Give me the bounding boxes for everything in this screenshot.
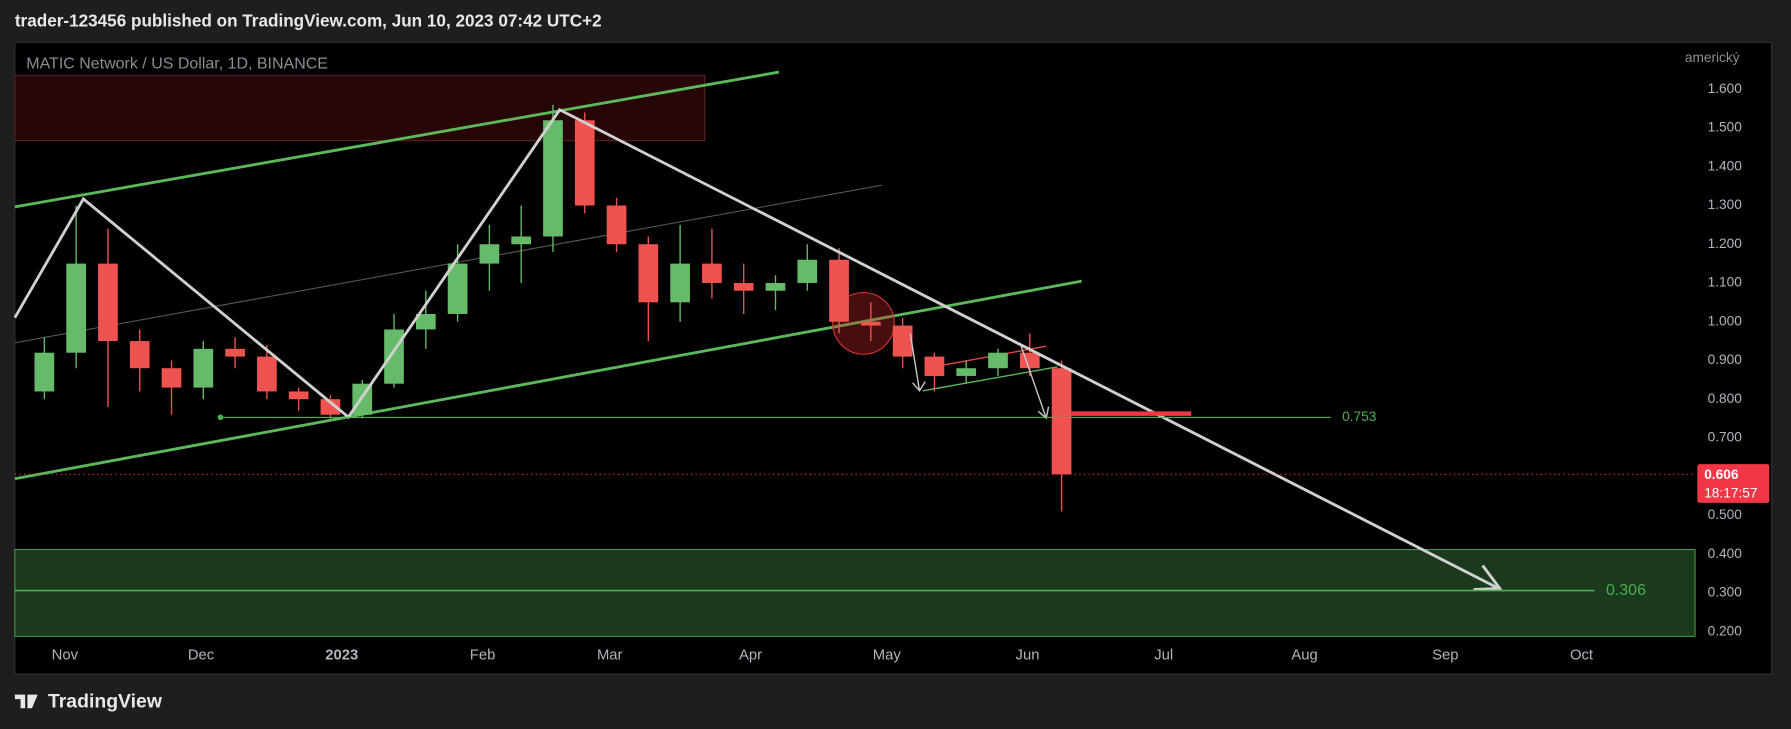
y-tick-label: 0.200: [1708, 623, 1743, 638]
level-label: 0.306: [1606, 582, 1646, 599]
level-label: 0.753: [1342, 409, 1377, 424]
candle-body: [702, 263, 722, 283]
y-tick-label: 0.400: [1708, 546, 1743, 561]
x-tick-label: Dec: [188, 648, 215, 664]
candle-body: [288, 391, 309, 400]
candles: [34, 104, 1072, 512]
y-tick-label: 0.500: [1708, 507, 1743, 522]
candle-body: [860, 321, 881, 326]
candle-body: [98, 263, 118, 342]
candle-body: [34, 352, 55, 392]
arrow-head: [1473, 564, 1503, 591]
candle-body: [1019, 352, 1040, 369]
y-tick-label: 1.000: [1708, 313, 1743, 328]
candle-body: [479, 244, 500, 264]
x-tick-label: Nov: [52, 648, 79, 664]
candle-body: [797, 259, 818, 283]
candle-body: [193, 348, 214, 388]
candle-body: [225, 348, 245, 357]
header-text: trader-123456 published on TradingView.c…: [15, 10, 602, 30]
x-tick-label: Apr: [739, 648, 762, 664]
candle-body: [765, 282, 786, 291]
y-tick-label: 1.500: [1708, 120, 1743, 135]
y-tick-label: 1.200: [1708, 236, 1743, 251]
candle-body: [447, 263, 468, 314]
last-price-box: [1697, 464, 1770, 503]
candle-body: [670, 263, 690, 303]
candle-body: [606, 205, 627, 245]
level-anchor: [217, 414, 224, 421]
candle-body: [988, 352, 1008, 369]
flag-bottom: [922, 366, 1058, 392]
lower-channel-line: [14, 279, 1082, 481]
x-tick-label: Mar: [597, 648, 623, 664]
candle-body: [415, 313, 436, 330]
candle-body: [320, 399, 341, 415]
countdown: 18:17:57: [1704, 485, 1757, 500]
x-tick-label: May: [873, 648, 902, 664]
y-tick-label: 0.300: [1708, 585, 1743, 600]
candle-body: [161, 368, 182, 388]
symbol-title: MATIC Network / US Dollar, 1D, BINANCE: [26, 55, 328, 72]
arrow: [909, 333, 926, 392]
x-tick-label: Aug: [1291, 648, 1317, 664]
axis-label: americký: [1685, 50, 1740, 65]
logo-icon: [14, 694, 38, 709]
x-tick-label: Jul: [1154, 648, 1173, 664]
candle-body: [66, 263, 87, 353]
candle-body: [511, 236, 532, 245]
y-tick-label: 1.600: [1708, 81, 1743, 96]
y-tick-label: 0.900: [1708, 352, 1743, 367]
small-arrows: [909, 333, 1050, 420]
y-tick-label: 1.100: [1708, 275, 1743, 290]
last-price-label: 0.606: [1704, 467, 1739, 482]
x-tick-label: Feb: [470, 648, 496, 664]
candle-body: [924, 356, 945, 376]
x-tick-label: 2023: [325, 648, 358, 664]
candle-body: [892, 325, 913, 357]
y-tick-label: 1.300: [1708, 197, 1743, 212]
support-zone: [14, 549, 1696, 637]
x-tick-label: Sep: [1432, 648, 1458, 664]
candle-body: [733, 282, 754, 291]
x-tick-label: Oct: [1570, 648, 1594, 664]
candle-body: [574, 120, 595, 206]
footer-logo: TradingView: [14, 691, 163, 713]
candle-body: [1051, 368, 1072, 475]
arrow: [1019, 342, 1050, 420]
flag-top: [927, 345, 1047, 369]
candle-body: [129, 341, 150, 369]
y-tick-label: 0.800: [1708, 391, 1743, 406]
footer-brand: TradingView: [48, 691, 163, 713]
y-tick-label: 0.700: [1708, 430, 1743, 445]
x-tick-label: Jun: [1016, 648, 1040, 664]
candle-body: [543, 120, 563, 237]
candle-body: [384, 329, 404, 384]
candle-body: [956, 368, 977, 376]
upper-channel-line: [14, 70, 780, 209]
candle-body: [829, 259, 849, 322]
candle-body: [638, 244, 659, 303]
candle-body: [257, 356, 277, 392]
y-tick-label: 1.400: [1708, 158, 1743, 173]
